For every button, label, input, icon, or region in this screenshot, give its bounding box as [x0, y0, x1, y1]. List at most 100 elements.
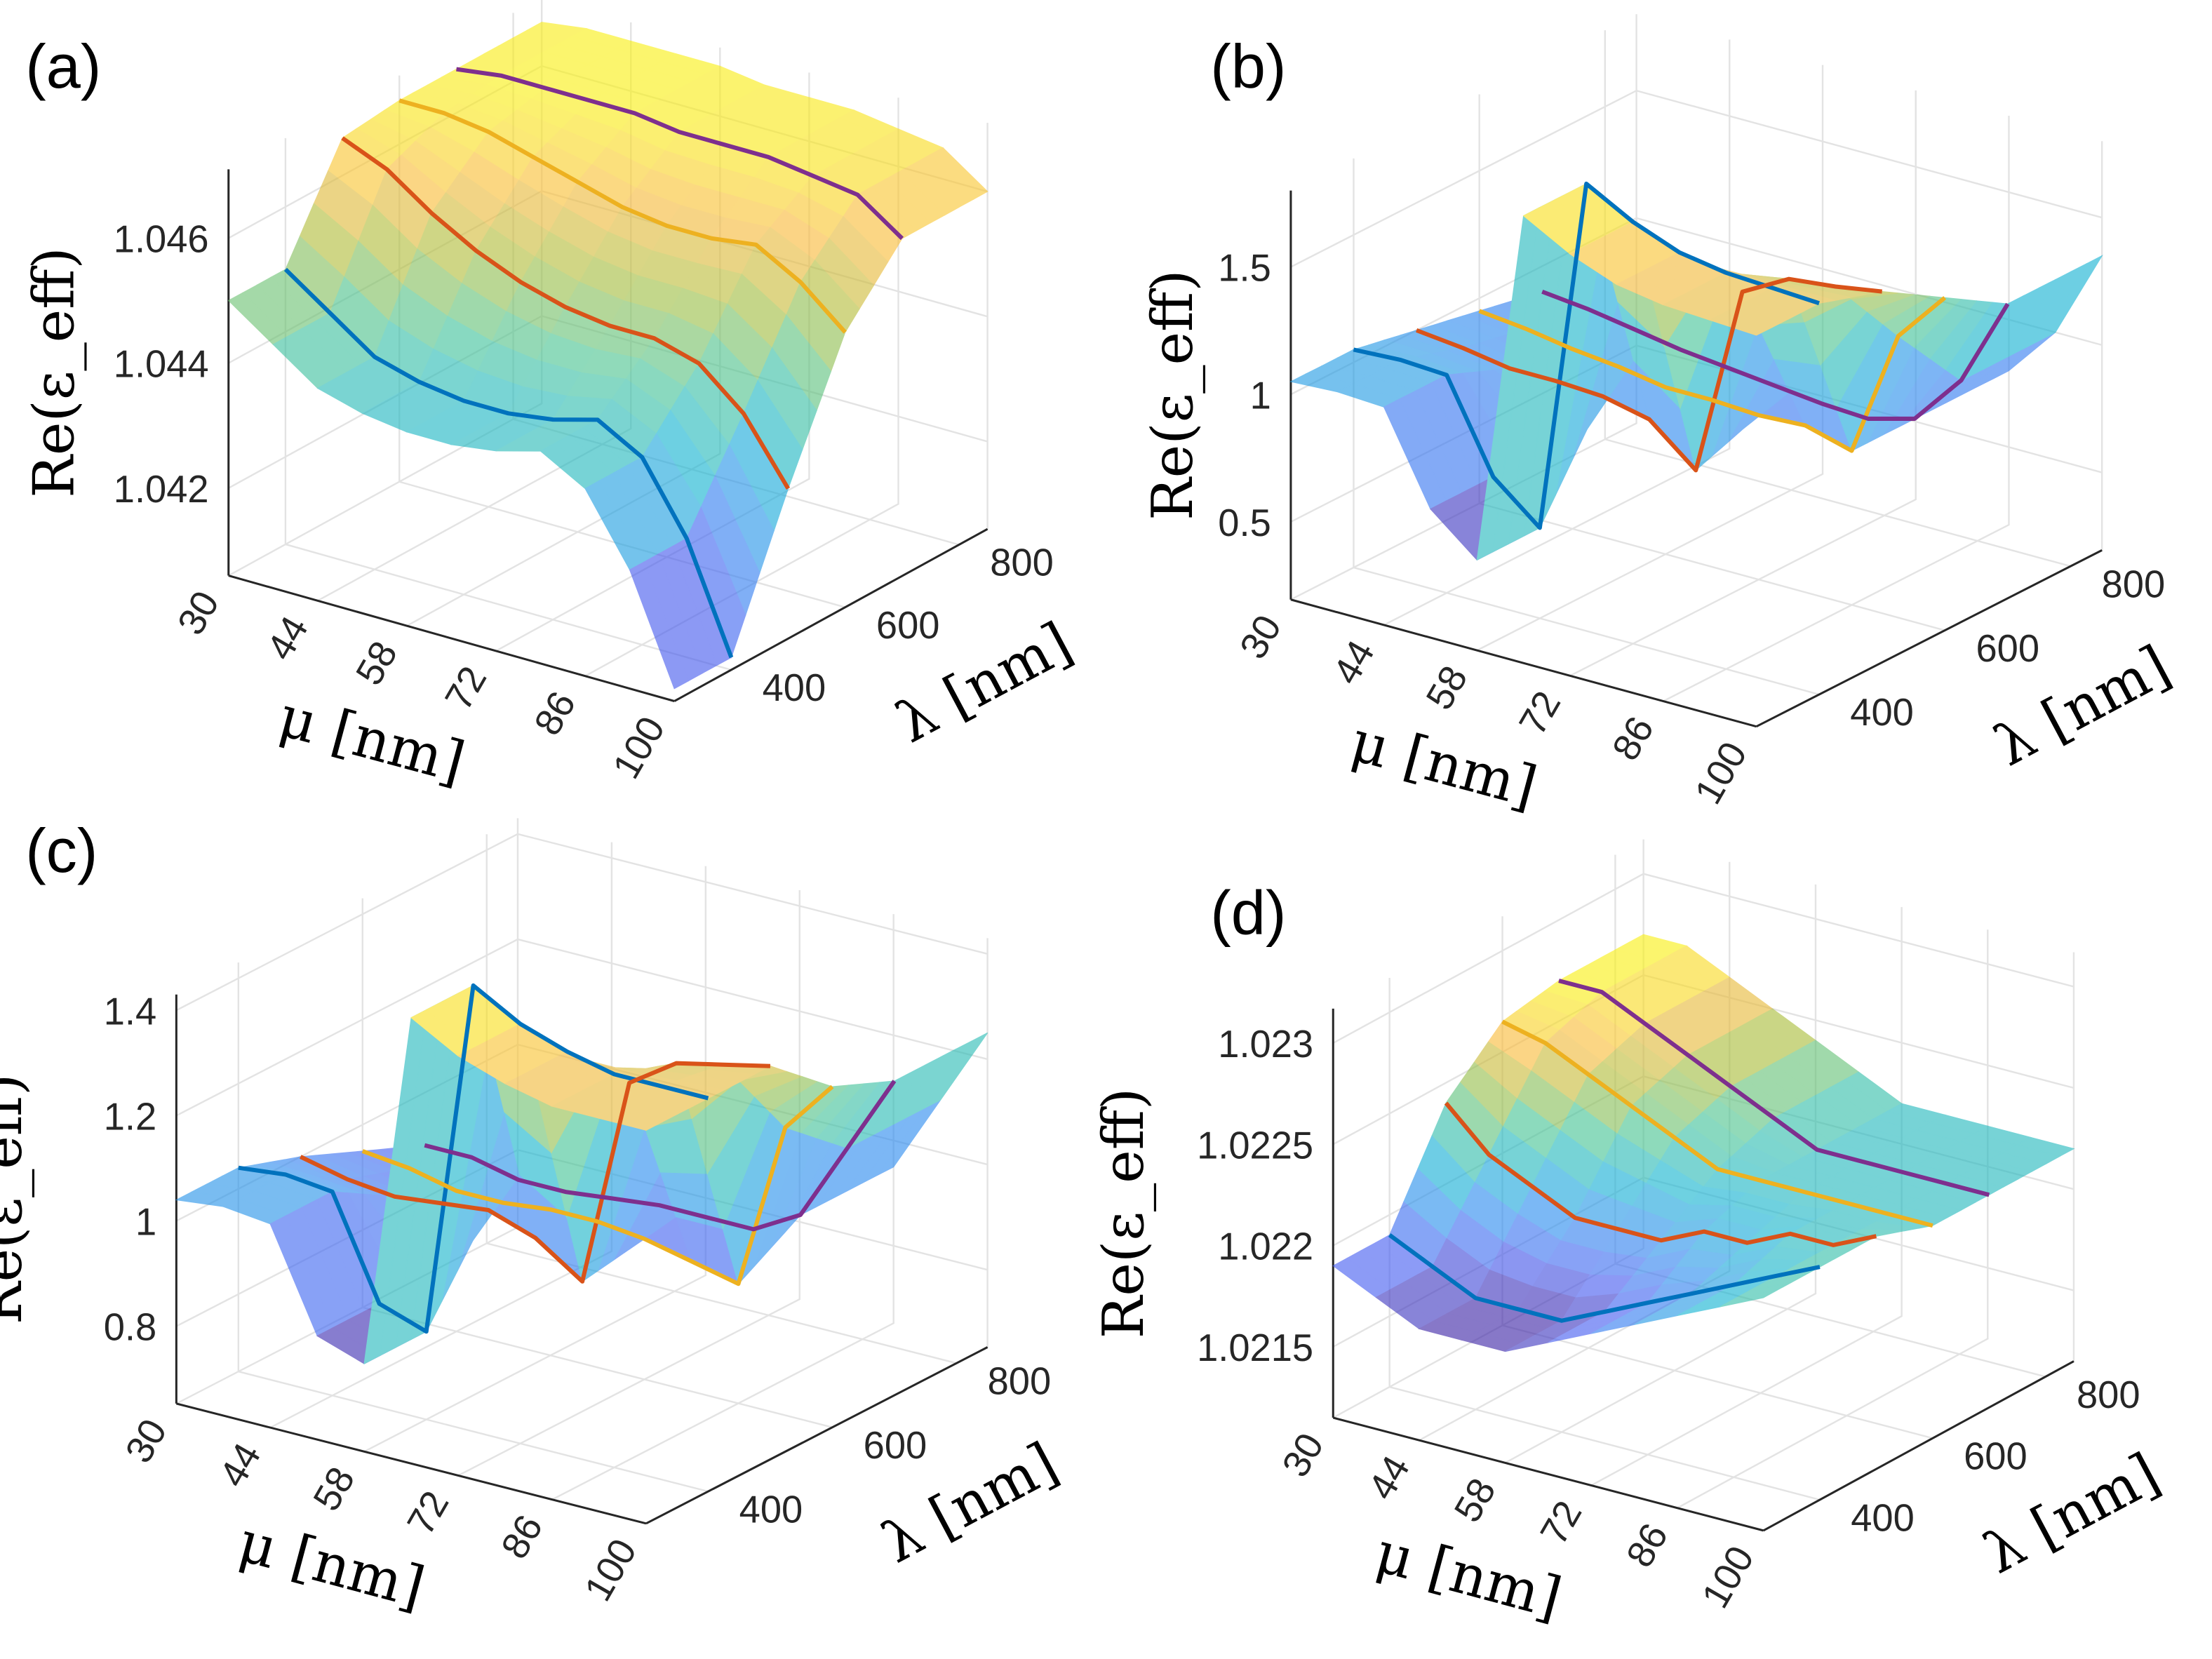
lambda-tick-label: 800 — [988, 1360, 1052, 1403]
panel-letter: (d) — [1210, 878, 1286, 947]
panel-letter: (b) — [1210, 32, 1286, 101]
mu-tick-label: 72 — [398, 1484, 457, 1542]
grid-line — [485, 834, 957, 1364]
surface — [227, 22, 988, 690]
lambda-tick-label: 800 — [2102, 563, 2166, 605]
z-tick-label: 0.8 — [104, 1306, 156, 1349]
mu-tick-label: 58 — [305, 1460, 363, 1518]
surface-patch — [1708, 311, 1774, 336]
surface — [175, 984, 988, 1365]
mu-tick-label: 30 — [1231, 607, 1289, 666]
mu-tick-label: 44 — [1360, 1449, 1418, 1507]
mu-tick-label: 58 — [347, 634, 405, 692]
curve-λ=500 — [341, 136, 791, 490]
mu-axis — [228, 575, 675, 702]
axes — [1332, 1008, 2074, 1532]
z-tick-label: 1.046 — [114, 218, 209, 261]
z-tick-label: 1.023 — [1218, 1023, 1313, 1066]
mu-tick-label: 30 — [1274, 1426, 1332, 1484]
grid-line — [175, 938, 988, 1117]
mu-tick-label: 72 — [436, 659, 495, 718]
mu-tick-label: 72 — [1510, 684, 1569, 742]
z-tick-label: 1 — [1250, 374, 1271, 417]
curve-λ=500 — [300, 1061, 771, 1284]
surface-patch — [1720, 1289, 1778, 1308]
mu-axis — [1290, 598, 1757, 728]
lambda-tick-label: 400 — [1850, 691, 1914, 734]
grid-line — [1663, 116, 2010, 702]
panel-a: 1.042 1.044 1.046 30 44 58 72 86 100 400 600 800 μ [… — [21, 0, 1082, 795]
curve-λ=400 — [238, 983, 709, 1334]
mu-tick-label: 44 — [211, 1436, 269, 1494]
mu-tick-label: 72 — [1532, 1493, 1590, 1552]
lambda-tick-label: 400 — [1851, 1496, 1915, 1539]
mu-tick-label: 58 — [1446, 1471, 1504, 1529]
grid-line — [237, 962, 709, 1493]
lambda-tick-label: 600 — [1964, 1435, 2027, 1478]
grid-line — [1290, 14, 1637, 600]
mu-tick-label: 58 — [1418, 659, 1476, 717]
lambda-tick-label: 600 — [1976, 627, 2039, 670]
grid-line — [1290, 89, 2103, 268]
z-tick-label: 1.5 — [1218, 247, 1271, 290]
curve-λ=600 — [1501, 1019, 1933, 1228]
surface — [1332, 934, 2075, 1352]
grid-line — [457, 889, 800, 1477]
mu-tick-label: 100 — [1687, 734, 1755, 811]
z-tick-label: 0.5 — [1218, 502, 1271, 544]
z-tick-label: 1.4 — [104, 990, 156, 1033]
curve-λ=700 — [424, 1080, 897, 1232]
panel-letter: (a) — [25, 32, 101, 101]
lambda-axis — [673, 528, 988, 702]
mu-axis — [1332, 1416, 1764, 1532]
axes — [227, 169, 988, 702]
mu-tick-label: 44 — [1325, 633, 1383, 692]
mu-tick-label: 86 — [525, 684, 584, 742]
mu-tick-label: 86 — [1618, 1516, 1676, 1574]
grid-line — [363, 866, 707, 1453]
mu-tick-label: 86 — [1604, 709, 1662, 767]
curve-λ=400 — [1353, 181, 1820, 530]
lambda-tick-label: 600 — [876, 604, 940, 647]
curve-λ=700 — [1558, 979, 1990, 1197]
mu-tick-label: 100 — [1694, 1539, 1762, 1616]
mu-tick-label: 44 — [258, 609, 316, 667]
curve-λ=600 — [1478, 296, 1947, 453]
z-tick-label: 1.0215 — [1197, 1326, 1313, 1369]
lambda-tick-label: 800 — [2077, 1373, 2140, 1416]
z-tick-label: 1.042 — [114, 468, 209, 511]
lambda-tick-label: 400 — [763, 666, 826, 709]
curve-λ=600 — [361, 1084, 834, 1287]
lambda-tick-label: 400 — [739, 1488, 803, 1531]
axes — [1289, 190, 2103, 728]
mu-tick-label: 100 — [576, 1532, 645, 1608]
lambda-axis — [1762, 1360, 2074, 1532]
grid-line — [1383, 39, 1731, 626]
z-axis-label: Re(ε_eff) — [21, 247, 87, 498]
lambda-tick-label: 600 — [864, 1424, 927, 1467]
mu-axis-label: μ [nm] — [232, 1508, 431, 1620]
grid-line — [1353, 158, 1820, 696]
mu-tick-label: 100 — [604, 709, 673, 786]
curve-λ=700 — [1541, 289, 2010, 421]
z-axis-label: Re(ε_eff) — [1090, 1088, 1156, 1339]
mu-axis — [175, 1402, 647, 1525]
mu-tick-label: 30 — [117, 1412, 175, 1470]
lambda-axis — [645, 1346, 988, 1525]
mu-tick-label: 30 — [169, 584, 227, 642]
panel-letter: (c) — [25, 816, 98, 885]
curve-λ=400 — [1388, 1233, 1821, 1323]
surface-patch — [629, 561, 690, 690]
z-tick-label: 1.0225 — [1197, 1124, 1313, 1167]
lambda-tick-label: 800 — [990, 542, 1054, 584]
grid-line — [175, 833, 988, 1012]
grid-line — [1332, 873, 2074, 1045]
grid-line — [1569, 90, 1917, 677]
curve-λ=500 — [1416, 276, 1882, 473]
curve-λ=500 — [1444, 1101, 1877, 1247]
curve-λ=700 — [456, 67, 904, 241]
z-tick-label: 1.2 — [104, 1095, 156, 1138]
